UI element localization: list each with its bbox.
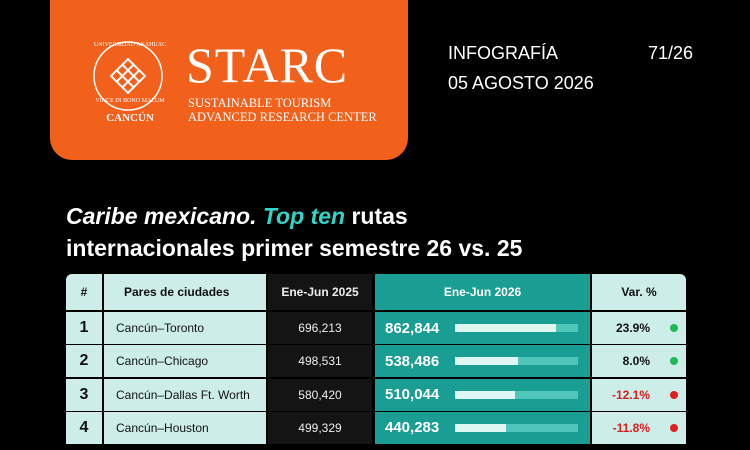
motto: VINCE IN BONO MALUM [95, 98, 165, 104]
value-2026: 862,844 [385, 319, 440, 337]
kind: INFOGRAFÍA [448, 43, 559, 63]
brand: STARC [186, 37, 349, 93]
header-panel [50, 0, 408, 160]
value-2026: 510,044 [385, 386, 440, 404]
var-dot [670, 390, 678, 399]
cell-2026: 440,283 [375, 411, 590, 444]
value-2026: 538,486 [385, 352, 440, 370]
bar-track [455, 390, 578, 399]
number: 71/26 [648, 43, 694, 63]
cell-2026: 538,486 [375, 345, 590, 378]
title-highlight: Top ten [262, 203, 346, 229]
bar [455, 390, 515, 399]
rank: 3 [66, 378, 102, 411]
date: 05 AGOSTO 2026 [448, 73, 594, 93]
value-2025: 499,329 [268, 411, 372, 444]
title-line: Caribe mexicano. Top ten rutas [66, 203, 408, 230]
value-2025: 498,531 [268, 345, 372, 378]
rank: 2 [66, 345, 102, 378]
title-part: rutas [351, 203, 408, 229]
rank: 4 [66, 411, 102, 444]
route: Cancún–Dallas Ft. Worth [104, 378, 266, 411]
column-header: # [66, 274, 102, 310]
var-cell: -11.8% [592, 411, 686, 444]
bar-track [455, 423, 578, 432]
column-header: Pares de ciudades [104, 274, 266, 310]
var-dot [670, 324, 678, 332]
title-part: Caribe mexicano. [66, 203, 257, 229]
university: UNIVERSIDAD ANÁHUAC [93, 42, 167, 48]
title-line: internacionales primer semestre 26 vs. 2… [66, 235, 523, 261]
brand-line: SUSTAINABLE TOURISM [188, 96, 332, 110]
bar [455, 423, 507, 432]
value-2025: 696,213 [268, 312, 372, 344]
rank: 1 [66, 312, 102, 344]
route: Cancún–Toronto [104, 312, 266, 344]
var-dot [670, 357, 678, 366]
route: Cancún–Houston [104, 411, 266, 444]
column-header: Var. % [592, 274, 686, 310]
logo [93, 41, 163, 111]
campus: CANCÚN [106, 112, 154, 124]
column-header: Ene-Jun 2026 [375, 274, 590, 310]
column-header: Ene-Jun 2025 [268, 274, 372, 310]
cell-2026: 510,044 [375, 378, 590, 411]
cell-2026: 862,844 [375, 312, 590, 344]
bar [455, 324, 556, 332]
bar [455, 357, 518, 366]
brand-line: ADVANCED RESEARCH CENTER [188, 110, 377, 124]
var-dot [670, 423, 678, 432]
route: Cancún–Chicago [104, 345, 266, 378]
value-2026: 440,283 [385, 419, 440, 437]
value-2025: 580,420 [268, 378, 372, 411]
